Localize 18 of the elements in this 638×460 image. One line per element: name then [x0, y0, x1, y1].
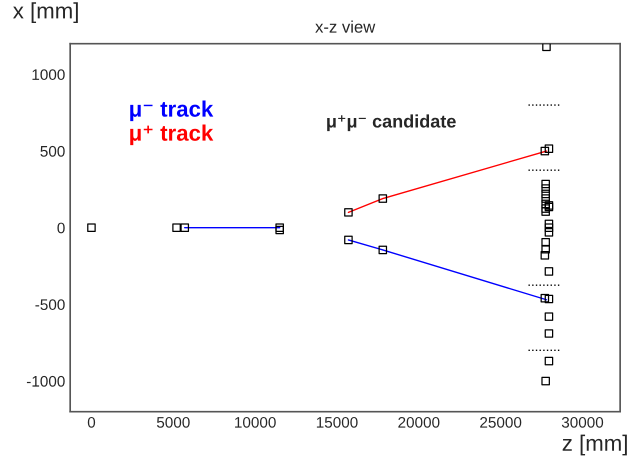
x-tick-label: 25000 — [480, 416, 522, 428]
x-tick-label: 30000 — [562, 416, 604, 428]
x-tick-label: 5000 — [156, 416, 190, 428]
x-tick-label: 0 — [88, 416, 96, 428]
y-tick-label: -500 — [35, 299, 65, 310]
annotation: μ⁺μ⁻ candidate — [327, 114, 456, 132]
y-tick-label: 0 — [57, 222, 65, 234]
chart-title: x-z view — [315, 20, 376, 33]
x-tick-label: 15000 — [316, 416, 358, 428]
y-axis-title: x [mm] — [13, 2, 78, 24]
text: μ⁻ track — [130, 100, 214, 122]
text: μ⁺ track — [130, 124, 214, 146]
y-tick-label: 1000 — [32, 69, 65, 80]
y-tick-label: 500 — [40, 146, 65, 157]
y-tick-label: -1000 — [26, 376, 65, 387]
x-tick-label: 10000 — [235, 416, 276, 428]
x-axis-title: z [mm] — [562, 434, 627, 456]
x-tick-label: 20000 — [398, 416, 440, 428]
